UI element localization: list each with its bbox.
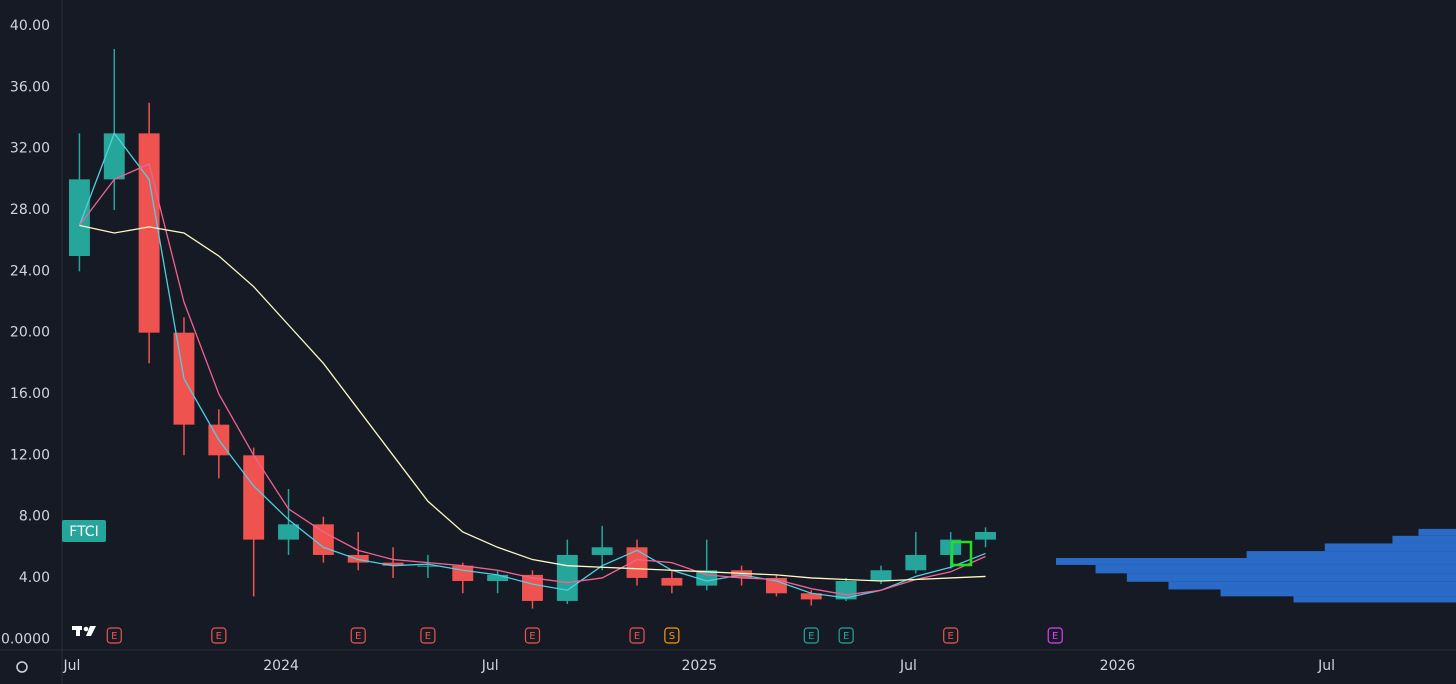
event-marker xyxy=(350,627,366,644)
candle-body xyxy=(765,577,787,594)
event-label: E xyxy=(948,631,954,642)
y-tick-label: 20.00 xyxy=(10,325,50,341)
candle-body xyxy=(347,554,369,563)
moving-average-line xyxy=(78,132,986,599)
event-label: E xyxy=(111,631,117,642)
y-tick-label: 36.00 xyxy=(10,79,50,95)
candle-body xyxy=(452,565,474,582)
candle-body xyxy=(103,133,125,180)
event-marker xyxy=(943,627,959,644)
y-tick-label: 40.00 xyxy=(10,18,50,34)
event-marker xyxy=(838,627,854,644)
candle-body xyxy=(522,574,543,601)
moving-average-line xyxy=(78,163,986,596)
candle-body xyxy=(835,581,857,600)
y-tick-label: 0.0000 xyxy=(1,631,50,647)
y-tick-label: 4.00 xyxy=(19,570,50,586)
x-tick-label: Jul xyxy=(899,658,917,674)
candle-body xyxy=(556,554,578,601)
moving-average-line xyxy=(79,224,986,582)
y-tick-label: 8.00 xyxy=(19,509,50,525)
event-marker xyxy=(1047,627,1063,644)
volume-profile-bar xyxy=(1418,528,1456,536)
y-tick-label: 28.00 xyxy=(10,202,50,218)
event-marker xyxy=(420,627,436,644)
volume-profile-bar xyxy=(1392,535,1456,544)
event-label: E xyxy=(355,631,361,642)
volume-profile-bar xyxy=(1168,581,1456,590)
x-tick-label: Jul xyxy=(481,658,499,674)
event-marker xyxy=(524,627,541,644)
candle-body xyxy=(243,455,265,540)
volume-profile-bar xyxy=(1220,589,1456,597)
y-tick-label: 32.00 xyxy=(10,141,50,157)
volume-profile-bar xyxy=(1056,558,1456,565)
volume-profile-bar xyxy=(1246,551,1456,559)
symbol-label: FTCI xyxy=(69,524,98,540)
y-tick-label: 12.00 xyxy=(10,447,50,463)
event-label: E xyxy=(425,631,431,642)
event-label: E xyxy=(1052,631,1058,642)
x-tick-label: Jul xyxy=(63,658,81,674)
volume-profile-bar xyxy=(1324,543,1456,552)
candle-body xyxy=(870,570,892,582)
event-marker xyxy=(803,627,819,644)
x-tick-label: 2026 xyxy=(1100,658,1136,674)
symbol-badge xyxy=(62,520,106,542)
candle-body xyxy=(417,565,439,567)
y-tick-label: 16.00 xyxy=(10,386,50,402)
highlight-box xyxy=(950,540,973,567)
event-label: S xyxy=(669,631,675,642)
x-tick-label: 2025 xyxy=(681,658,717,674)
candle-body xyxy=(661,577,683,586)
plot xyxy=(68,49,1456,609)
event-label: E xyxy=(529,631,535,642)
candle-body xyxy=(731,570,753,578)
volume-profile-bar xyxy=(1293,596,1456,603)
candle-body xyxy=(591,547,613,555)
event-label: E xyxy=(808,631,814,642)
candle-body xyxy=(312,524,334,555)
candle-body xyxy=(696,570,718,586)
candle-body xyxy=(382,562,404,566)
candle-body xyxy=(626,547,648,578)
candle-body xyxy=(278,524,299,540)
event-label: E xyxy=(634,631,640,642)
candle-body xyxy=(800,593,822,600)
event-marker xyxy=(106,627,122,644)
settings-icon[interactable] xyxy=(16,661,28,673)
x-tick-label: Jul xyxy=(1317,658,1335,674)
candle-body xyxy=(487,574,509,582)
y-tick-label: 24.00 xyxy=(10,263,50,279)
volume-profile-bar xyxy=(1126,573,1456,582)
event-marker xyxy=(211,627,227,644)
event-marker xyxy=(664,627,680,644)
candle-body xyxy=(975,531,996,540)
x-tick-label: 2024 xyxy=(263,658,299,674)
candle-body xyxy=(68,179,90,257)
volume-profile-bar xyxy=(1095,564,1456,574)
event-label: E xyxy=(216,631,222,642)
candle-body xyxy=(940,539,962,555)
candle-body xyxy=(905,554,927,571)
event-marker xyxy=(629,627,645,644)
event-label: E xyxy=(843,631,849,642)
candle-body xyxy=(138,133,160,333)
logo xyxy=(72,626,96,636)
